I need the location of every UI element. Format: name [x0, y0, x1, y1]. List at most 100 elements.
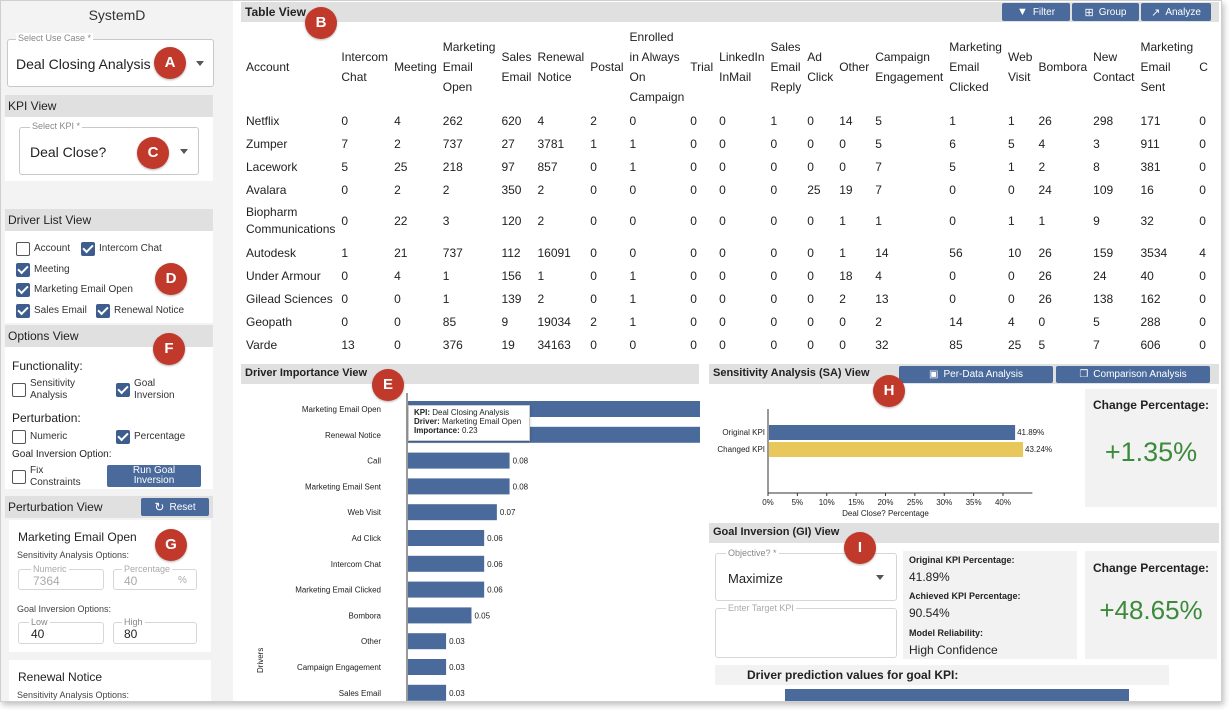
table-row[interactable]: Biopharm Communications 0 22 3 120 2 0 0 0 0 0 0 1 1 0 1… [244, 201, 1212, 241]
column-header[interactable]: Marketing Email Clicked [949, 40, 1002, 94]
table-cell: 0 [1038, 314, 1046, 329]
table-row[interactable]: Zumper 7 2 737 27 3781 1 1 0 0 0 0 0 5 6 5 4 3 911 0 [244, 132, 1212, 155]
table-cell: 21 [394, 245, 408, 260]
sa-bar[interactable] [769, 442, 1024, 457]
group-button[interactable]: ⊞ Group [1072, 3, 1139, 21]
column-header[interactable]: Enrolled in Always On Campaign [629, 30, 685, 104]
table-cell: 0 [807, 214, 814, 228]
importance-value-label: 0.03 [449, 663, 465, 672]
percentage-checkbox[interactable]: Percentage [116, 430, 185, 444]
importance-bar[interactable] [408, 478, 510, 495]
table-cell: 22 [394, 214, 408, 228]
importance-bar[interactable] [408, 530, 485, 546]
table-cell: 14 [839, 113, 853, 128]
objective-select[interactable]: Objective? * Maximize [715, 548, 897, 601]
numeric-field[interactable]: Numeric 7364 [18, 564, 104, 590]
column-header[interactable]: Bombora [1038, 60, 1088, 74]
fix-constraints-checkbox[interactable]: Fix Constraints [12, 466, 92, 488]
driver-checkbox-account[interactable]: Account [16, 242, 70, 256]
chevron-down-icon [876, 575, 884, 580]
table-cell: 9 [501, 314, 509, 329]
driver-checkbox-intercom-chat[interactable]: Intercom Chat [81, 242, 162, 256]
table-cell: 27 [501, 136, 515, 151]
analyze-button[interactable]: ↗ Analyze [1141, 3, 1211, 21]
table-cell: 24 [1038, 182, 1052, 197]
table-view-header: Table View [241, 2, 1219, 22]
column-header[interactable]: Marketing Email Sent [1140, 40, 1194, 94]
table-cell: 7 [875, 182, 882, 197]
checkbox-icon [16, 283, 30, 297]
column-header[interactable]: Sales Email [501, 50, 532, 84]
driver-checkbox-sales-email[interactable]: Sales Email [16, 304, 87, 318]
percentage-field[interactable]: Percentage 40 % [113, 564, 197, 590]
table-cell: 1 [770, 113, 778, 128]
importance-bar[interactable] [408, 581, 485, 598]
table-cell: 0 [719, 268, 726, 283]
column-header[interactable]: Campaign Engagement [875, 50, 944, 84]
clipboard-icon: ▣ [929, 369, 939, 380]
sa-bar[interactable] [769, 425, 1016, 440]
importance-bar[interactable] [408, 633, 447, 650]
column-header[interactable]: Sales Email Reply [770, 40, 802, 94]
column-header[interactable]: Other [839, 60, 870, 74]
table-row[interactable]: Geopath 0 0 85 9 19034 2 1 0 0 0 0 0 2 14 4 0 5 288 0 [244, 310, 1212, 333]
table-row[interactable]: Autodesk 1 21 737 112 16091 0 0 0 0 0 0 1 14 56 10 26 159… [244, 241, 1212, 264]
driver-checkbox-marketing-email-open[interactable]: Marketing Email Open [16, 283, 133, 297]
table-row[interactable]: Varde 13 0 376 19 34163 0 0 0 0 0 0 0 32 85 25 5 7 606 0 [244, 333, 1212, 356]
sa-value-label: 43.24% [1025, 445, 1052, 454]
table-cell: 13 [875, 291, 889, 306]
filter-button[interactable]: ▼ Filter [1002, 3, 1070, 21]
table-cell: 1 [590, 136, 597, 151]
column-header[interactable]: New Contact [1093, 50, 1135, 84]
table-cell: 4 [1038, 136, 1046, 151]
analyze-icon: ↗ [1151, 6, 1161, 19]
run-goal-inversion-button[interactable]: Run Goal Inversion [107, 465, 201, 487]
importance-bar[interactable] [408, 504, 497, 521]
table-row[interactable]: Under Armour 0 4 1 156 1 0 1 0 0 0 0 18 4 0 0 26 24 40 0 [244, 264, 1212, 287]
table-cell: 0 [690, 214, 697, 228]
target-kpi-input[interactable]: Enter Target KPI [715, 603, 897, 658]
importance-bar[interactable] [408, 607, 472, 624]
column-header[interactable]: Web Visit [1007, 50, 1033, 84]
comparison-analysis-button[interactable]: ❐ Comparison Analysis [1056, 366, 1210, 383]
low-field[interactable]: Low 40 [18, 617, 104, 644]
sensitivity-analysis-checkbox[interactable]: Sensitivity Analysis [12, 378, 112, 402]
kpi-select[interactable]: Select KPI * Deal Close? [19, 121, 199, 175]
sensitivity-chart: 0% 5% 10% 15% 20% 25% 30% 35% 40% Original KPI 41.… [709, 387, 1079, 519]
column-header[interactable]: Trial [690, 60, 714, 74]
importance-bar[interactable] [408, 684, 447, 701]
gi-option-label: Goal Inversion Option: [12, 449, 112, 460]
goal-inversion-checkbox[interactable]: Goal Inversion [116, 378, 206, 402]
table-row[interactable]: Avalara 0 2 2 350 2 0 0 0 0 0 25 19 7 0 0 24 109 16 0 [244, 178, 1212, 201]
importance-bar[interactable] [408, 659, 447, 675]
checkbox-icon [16, 304, 30, 318]
per-data-analysis-button[interactable]: ▣ Per-Data Analysis [899, 366, 1053, 383]
app-title: SystemD [88, 7, 146, 23]
table-cell: 1 [1007, 159, 1015, 174]
driver-checkbox-renewal-notice[interactable]: Renewal Notice [96, 304, 184, 318]
importance-bar[interactable] [408, 452, 510, 469]
importance-tooltip: KPI: Deal Closing Analysis Driver: Marke… [408, 405, 530, 441]
high-field[interactable]: High 80 [113, 617, 197, 644]
driver-checkbox-meeting[interactable]: Meeting [16, 263, 70, 277]
table-cell: 16 [1140, 182, 1154, 197]
table-cell: 0 [949, 182, 956, 197]
column-header[interactable]: Ad Click [807, 50, 834, 84]
column-header[interactable]: Meeting [394, 60, 437, 74]
column-header[interactable]: Marketing Email Open [442, 40, 496, 94]
importance-value-label: 0.06 [487, 534, 503, 543]
table-row[interactable]: Gilead Sciences 0 0 1 139 2 0 1 0 0 0 0 2 13 0 0 26 138 16… [244, 287, 1212, 310]
reset-button[interactable]: ↻ Reset [141, 498, 209, 516]
column-header[interactable]: Intercom Chat [341, 50, 389, 84]
table-cell: 0 [949, 291, 956, 306]
importance-bar[interactable] [408, 555, 485, 572]
numeric-checkbox[interactable]: Numeric [12, 430, 67, 444]
column-header[interactable]: Renewal Notice [537, 50, 585, 84]
column-header[interactable]: C [1199, 60, 1208, 74]
table-cell: 262 [442, 113, 463, 128]
table-row[interactable]: Netflix 0 4 262 620 4 2 0 0 0 1 0 14 5 1 1 26 298 171 0 [244, 109, 1212, 132]
table-row[interactable]: Lacework 5 25 218 97 857 0 1 0 0 0 0 0 7 5 1 2 8 381 0 [244, 155, 1212, 178]
column-header[interactable]: Account [246, 60, 290, 74]
column-header[interactable]: LinkedIn InMail [719, 50, 765, 84]
column-header[interactable]: Postal [590, 60, 624, 74]
